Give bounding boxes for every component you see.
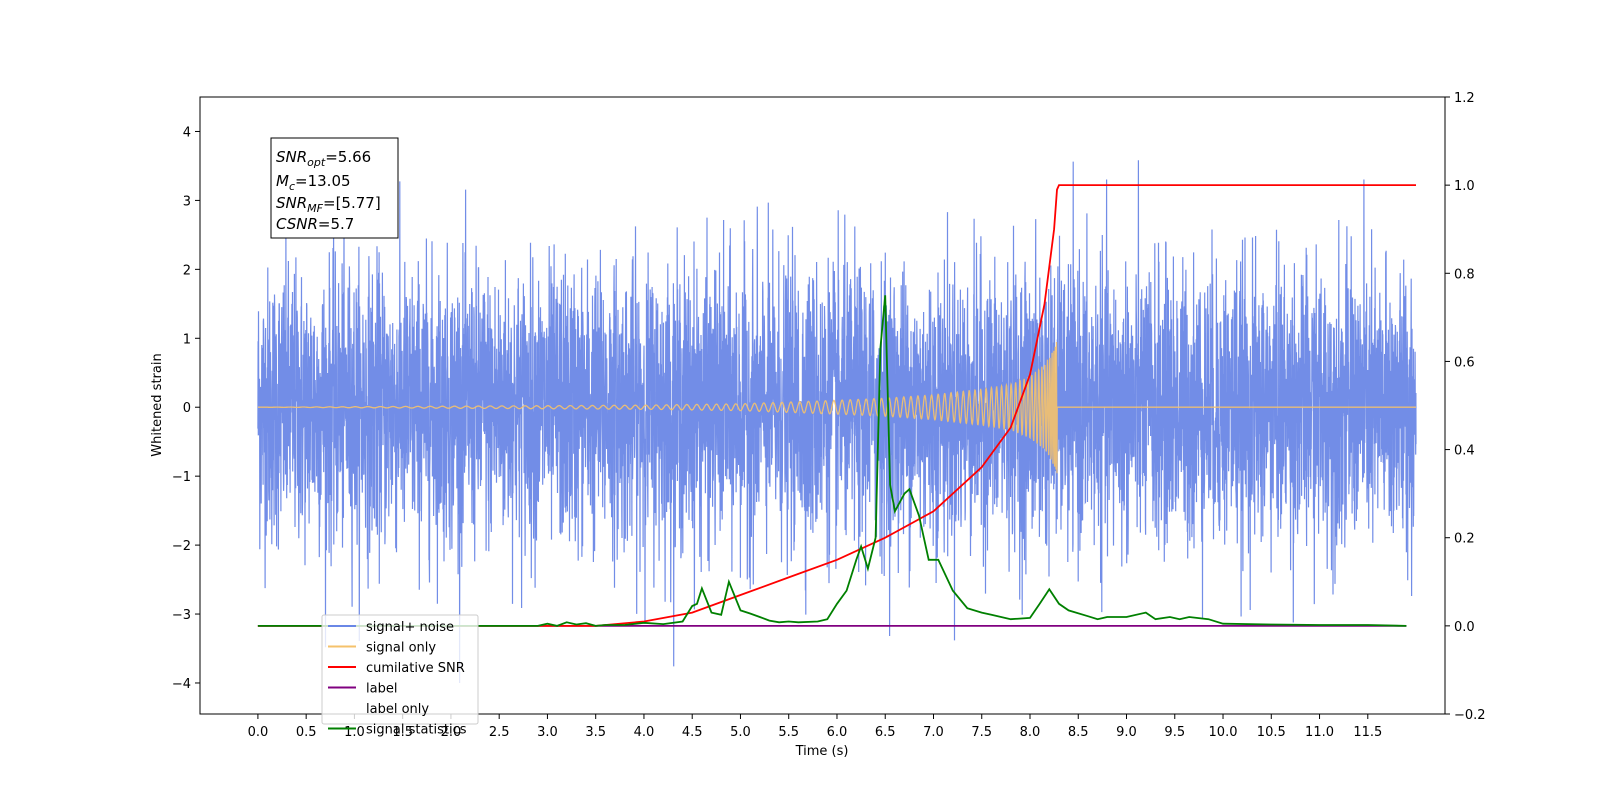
- x-tick-label: 0.0: [248, 725, 269, 740]
- signal-noise-series: [257, 160, 1417, 684]
- x-tick-label: 9.0: [1116, 725, 1137, 740]
- x-tick-label: 3.5: [585, 725, 606, 740]
- legend-frame: [321, 614, 479, 725]
- x-tick-label: 7.5: [971, 725, 992, 740]
- x-tick-label: 8.0: [1020, 725, 1041, 740]
- x-tick-label: 11.5: [1353, 725, 1382, 740]
- annotation-box: SNRopt=5.66 Mc=13.05 SNRMF=[5.77] CSNR=5…: [270, 137, 399, 239]
- signal-only-line: [257, 341, 1416, 474]
- x-tick-label: 1.0: [344, 725, 365, 740]
- x-tick-label: 10.0: [1209, 725, 1238, 740]
- y-tick-label: −3: [172, 608, 191, 623]
- x-tick-label: 5.0: [730, 725, 751, 740]
- y-axis-ticks: −4 −3 −2 −1 0 1 2 3 4: [172, 125, 200, 692]
- y2-tick-label: 1.2: [1454, 91, 1475, 106]
- x-tick-label: 5.5: [778, 725, 799, 740]
- x-tick-label: 1.5: [392, 725, 413, 740]
- y-axis-label: Whitened strain: [150, 353, 165, 456]
- y2-tick-label: 0.8: [1454, 267, 1475, 282]
- y2-tick-label: −0.2: [1454, 708, 1486, 723]
- annotation-mc: Mc=13.05: [276, 172, 351, 193]
- annotation-snr-opt: SNRopt=5.66: [276, 148, 371, 169]
- plot-frame: [199, 96, 1446, 715]
- legend-label: signal only: [366, 641, 436, 656]
- legend: signal+ noise signal only cumilative SNR la…: [321, 614, 479, 738]
- cumilative-snr-line: [257, 184, 1416, 627]
- y-tick-label: −1: [172, 470, 191, 485]
- x-tick-label: 0.5: [296, 725, 317, 740]
- x-tick-label: 3.0: [537, 725, 558, 740]
- x-tick-label: 4.5: [682, 725, 703, 740]
- y2-tick-label: 0.2: [1454, 532, 1475, 547]
- y2-tick-label: 0.6: [1454, 355, 1475, 370]
- x-tick-label: 2.5: [489, 725, 510, 740]
- x-tick-label: 9.5: [1164, 725, 1185, 740]
- legend-label: signal statistics: [366, 723, 467, 738]
- x-tick-label: 6.0: [827, 725, 848, 740]
- x-tick-label: 11.0: [1305, 725, 1334, 740]
- y2-tick-label: 0.0: [1454, 620, 1475, 635]
- signal-statistics-line: [257, 295, 1407, 627]
- y-tick-label: 4: [183, 125, 191, 140]
- x-tick-label: 10.5: [1257, 725, 1286, 740]
- y2-tick-label: 1.0: [1454, 179, 1475, 194]
- y-tick-label: 1: [183, 332, 191, 347]
- y-tick-label: −4: [172, 677, 191, 692]
- y2-axis-ticks: −0.2 0.0 0.2 0.4 0.6 0.8 1.0 1.2: [1445, 91, 1486, 723]
- legend-label: cumilative SNR: [366, 661, 465, 676]
- annotation-csnr: CSNR=5.7: [276, 215, 354, 233]
- y-tick-label: 0: [183, 401, 191, 416]
- y-tick-label: −2: [172, 539, 191, 554]
- x-tick-label: 7.0: [923, 725, 944, 740]
- y-tick-label: 2: [183, 263, 191, 278]
- x-tick-label: 8.5: [1068, 725, 1089, 740]
- legend-label: label: [366, 682, 397, 697]
- x-tick-label: 4.0: [634, 725, 655, 740]
- y-tick-label: 3: [183, 194, 191, 209]
- signal-noise-line: [257, 160, 1417, 684]
- signal-only-series: [257, 341, 1416, 474]
- x-axis-label: Time (s): [795, 744, 849, 759]
- x-axis-ticks: 0.0 0.5 1.0 1.5 2.0 2.5 3.0 3.5 4.0 4.5 5.0 5.5 6.0 6…: [248, 714, 1382, 740]
- x-tick-label: 6.5: [875, 725, 896, 740]
- x-tick-label: 2.0: [441, 725, 462, 740]
- legend-label: label only: [366, 702, 429, 717]
- y2-tick-label: 0.4: [1454, 444, 1475, 459]
- legend-label: signal+ noise: [366, 620, 454, 635]
- annotation-snr-mf: SNRMF=[5.77]: [276, 194, 381, 215]
